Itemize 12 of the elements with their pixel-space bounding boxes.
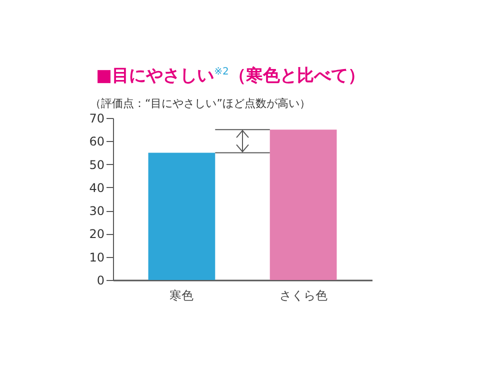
x-tick-label: さくら色 [279,288,328,302]
y-tick-label: 0 [96,274,104,288]
y-tick-label: 70 [89,112,104,126]
chart-title: ■目にやさしい$^{※2}$（寒色と比べて） [96,65,365,87]
y-tick-label: 60 [89,134,104,149]
chart-subtitle: （評価点：“目にやさしい”ほど点数が高い） [90,96,310,111]
y-tick-label: 30 [89,204,104,218]
y-tick-label: 10 [89,250,104,264]
x-tick-label: 寒色 [170,288,194,302]
y-tick-label: 20 [89,227,104,242]
y-tick-label: 50 [89,158,104,172]
y-tick-label: 40 [89,180,104,195]
